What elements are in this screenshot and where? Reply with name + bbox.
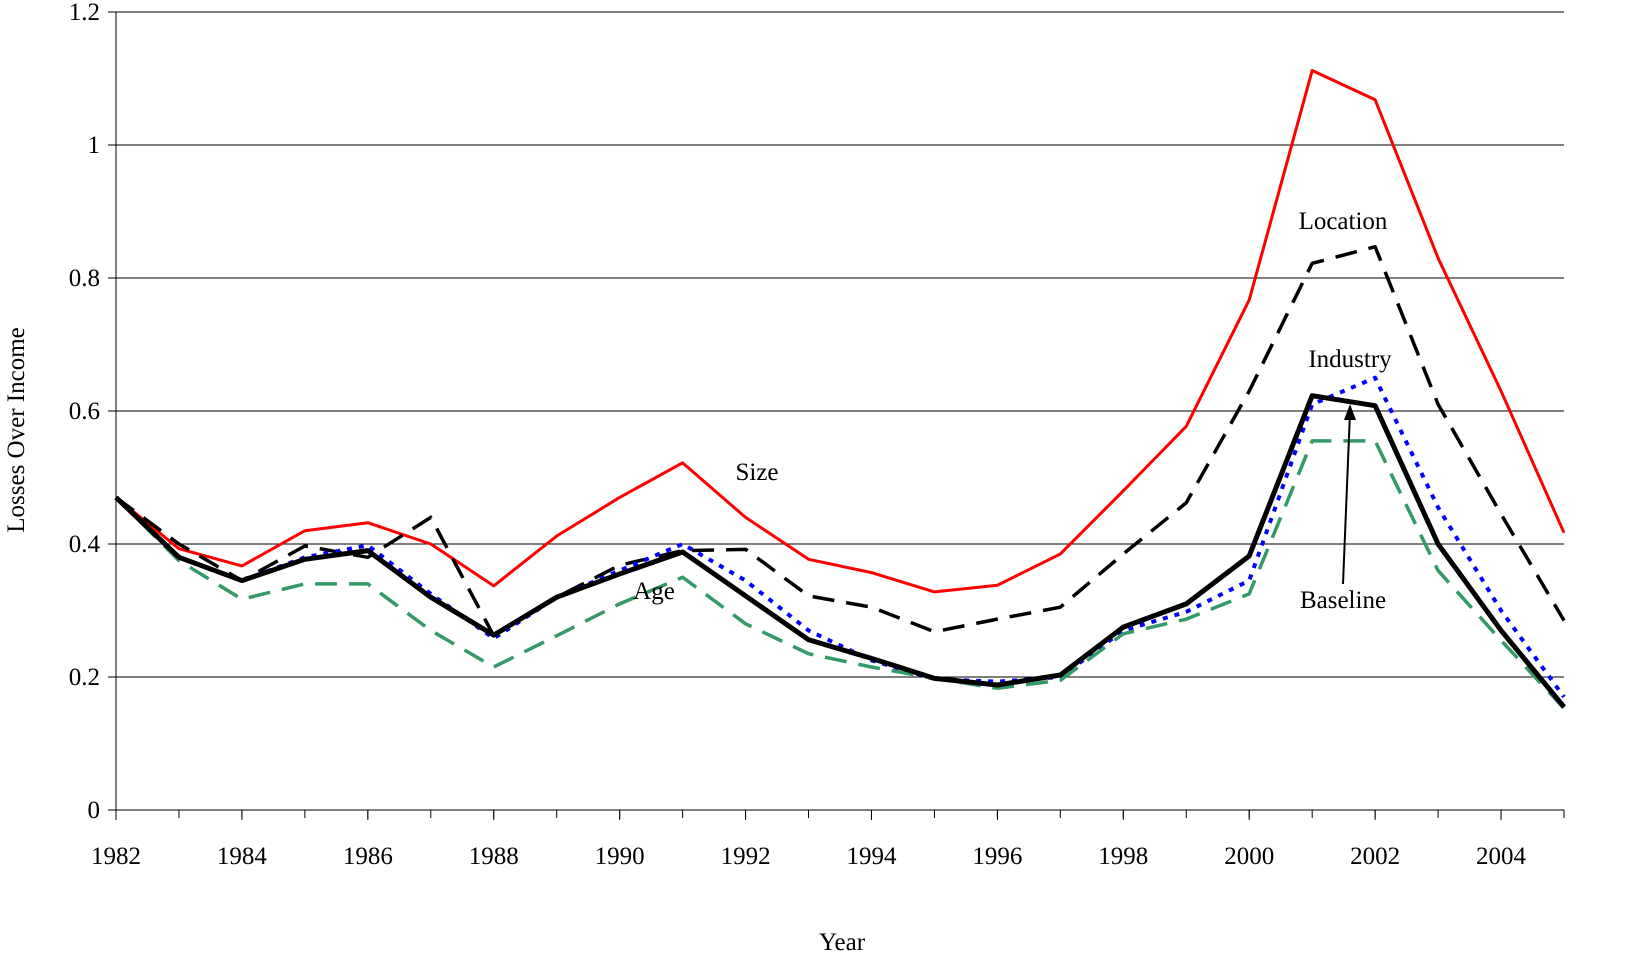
series-label: Location — [1299, 208, 1388, 235]
x-tick-label: 1998 — [1098, 843, 1148, 870]
y-tick-label: 0 — [88, 797, 101, 824]
series-line — [115, 69, 1566, 594]
series-label: Size — [735, 459, 778, 486]
series-label: Age — [633, 578, 675, 605]
series-line — [114, 244, 1566, 638]
x-tick-label: 2004 — [1476, 843, 1527, 870]
y-tick-label: 1.2 — [69, 0, 100, 26]
series-label: Industry — [1308, 346, 1392, 373]
x-tick-label: 1992 — [721, 843, 771, 870]
y-axis-title: Losses Over Income — [3, 327, 30, 533]
annotation-arrow — [1342, 411, 1351, 585]
x-tick-label: 1986 — [343, 843, 393, 870]
y-tick-label: 0.8 — [69, 265, 100, 292]
x-tick-label: 1984 — [217, 843, 268, 870]
x-tick-label: 1982 — [91, 843, 141, 870]
arrow-head — [1344, 404, 1356, 420]
x-tick-label: 1996 — [972, 843, 1022, 870]
series-line — [114, 393, 1566, 709]
y-tick-label: 0.6 — [69, 398, 100, 425]
y-tick-label: 1 — [88, 132, 101, 159]
y-tick-label: 0.2 — [69, 664, 100, 691]
series-label: Baseline — [1300, 587, 1386, 614]
series-line — [114, 375, 1566, 699]
x-tick-label: 2002 — [1350, 843, 1400, 870]
series-line — [114, 439, 1566, 710]
x-tick-label: 1990 — [595, 843, 645, 870]
x-axis-title: Year — [819, 929, 866, 956]
x-tick-label: 2000 — [1224, 843, 1274, 870]
y-tick-label: 0.4 — [69, 531, 101, 558]
x-tick-label: 1994 — [846, 843, 897, 870]
x-tick-label: 1988 — [469, 843, 519, 870]
